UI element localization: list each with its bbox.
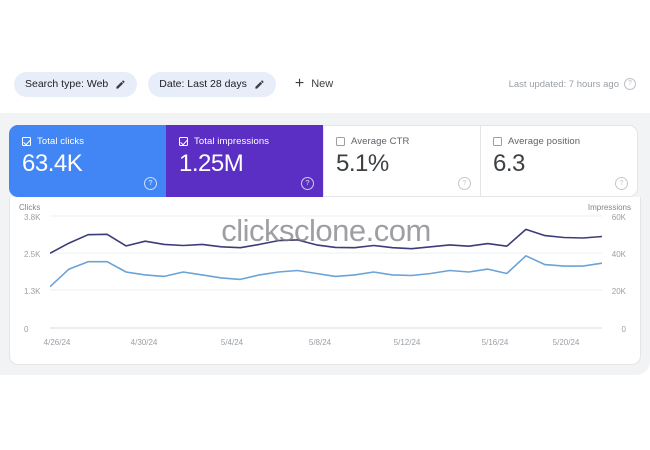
filter-chip-date-label: Date: Last 28 days [159,78,247,90]
metric-cards-row: Total clicks 63.4K ? Total impressions 1… [9,125,641,197]
pencil-icon[interactable] [254,79,265,90]
x-axis-tick: 4/30/24 [130,338,158,347]
y-axis-left-tick: 1.3K [24,287,41,296]
chart-svg [50,215,602,329]
filters-toolbar: Search type: Web Date: Last 28 days + Ne… [0,55,650,113]
plus-icon: + [294,75,305,92]
metric-card-average-position[interactable]: Average position 6.3 ? [480,125,638,197]
metric-card-value: 5.1% [336,150,389,177]
metric-card-label: Total clicks [37,136,85,147]
y-axis-left-tick: 3.8K [24,213,41,222]
pencil-icon[interactable] [115,79,126,90]
line-total-clicks [50,254,602,288]
metric-card-header: Average CTR [336,136,468,147]
x-axis-tick: 5/12/24 [393,338,421,347]
filter-chip-search-type[interactable]: Search type: Web [14,71,138,97]
y-axis-right-tick: 60K [611,213,626,222]
metric-card-header: Total impressions [179,136,311,147]
filter-chip-date[interactable]: Date: Last 28 days [148,71,276,97]
x-axis-tick: 5/4/24 [220,338,244,347]
chart-plot-area [50,213,602,333]
metric-card-total-clicks[interactable]: Total clicks 63.4K ? [9,125,167,197]
metric-card-header: Average position [493,136,625,147]
new-filter-button[interactable]: + New [289,72,339,97]
x-axis-tick: 5/16/24 [481,338,509,347]
help-circle-icon[interactable]: ? [615,177,628,190]
metric-card-total-impressions[interactable]: Total impressions 1.25M ? [166,125,324,197]
checkbox-icon[interactable] [179,137,188,146]
metric-card-value: 63.4K [22,150,83,177]
metric-card-label: Average position [508,136,581,147]
x-axis-tick: 4/26/24 [43,338,71,347]
filter-chip-search-type-label: Search type: Web [25,78,109,90]
metric-card-label: Average CTR [351,136,410,147]
help-circle-icon[interactable]: ? [458,177,471,190]
y-axis-left-title: Clicks [19,203,41,212]
search-console-performance-panel: Search type: Web Date: Last 28 days + Ne… [0,55,650,375]
y-axis-right-tick: 40K [611,250,626,259]
metric-card-label: Total impressions [194,136,270,147]
metric-card-average-ctr[interactable]: Average CTR 5.1% ? [323,125,481,197]
checkbox-icon[interactable] [336,137,345,146]
checkbox-icon[interactable] [493,137,502,146]
help-circle-icon[interactable]: ? [301,177,314,190]
metric-card-value: 6.3 [493,150,525,177]
x-axis-tick: 5/20/24 [552,338,580,347]
last-updated-status: Last updated: 7 hours ago ? [509,78,636,90]
last-updated-text: Last updated: 7 hours ago [508,78,619,90]
line-total-impressions [50,228,602,255]
y-axis-right-tick: 20K [611,287,626,296]
y-axis-right-title: Impressions [587,203,631,212]
x-axis-tick: 5/8/24 [308,338,332,347]
y-axis-left-tick: 0 [24,325,29,334]
help-circle-icon[interactable]: ? [624,78,636,90]
new-filter-button-label: New [311,78,334,90]
metric-card-header: Total clicks [22,136,154,147]
y-axis-right-tick: 0 [621,325,626,334]
y-axis-left-tick: 2.5K [24,250,41,259]
checkbox-icon[interactable] [22,137,31,146]
help-circle-icon[interactable]: ? [144,177,157,190]
metric-card-value: 1.25M [179,150,244,177]
performance-chart: Clicks Impressions 3.8K 2.5K 1.3K 0 60K … [9,197,641,365]
